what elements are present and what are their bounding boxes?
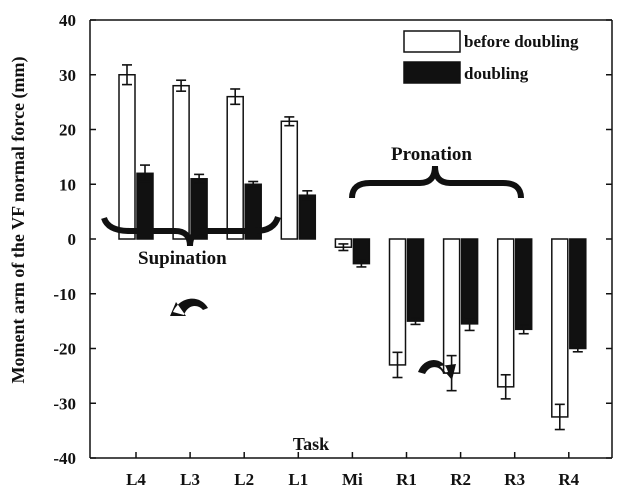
x-tick-label-l4: L4 [126,470,146,489]
y-tick-label: 20 [59,121,76,140]
annotations: Supination Pronation [101,144,524,380]
y-tick-label: 10 [59,175,76,194]
bar-before-doubling-r3 [496,238,515,388]
supination-rotation-arrow-icon [170,298,208,316]
bar-doubling-r1 [406,238,425,322]
pronation-label: Pronation [391,144,472,165]
x-tick-label-mi: Mi [342,470,363,489]
y-tick-label: -40 [53,449,76,468]
supination-label: Supination [138,248,227,269]
plot-area: 40 30 20 10 0 -10 -20 -30 -40 L4 L3 L2 L1 Mi R1 R2 R3 R4 [53,11,613,489]
y-tick-label: -10 [53,285,76,304]
legend-label-doubling: doubling [464,64,529,83]
bar-doubling-r4 [569,238,587,350]
y-tick-label: 30 [59,66,76,85]
x-tick-label-l3: L3 [180,470,200,489]
y-axis-title: Moment arm of the VF normal force (mm) [8,56,29,383]
bar-before-doubling-l1 [280,120,299,240]
y-tick-label: 0 [68,230,77,249]
bar-before-doubling-r1 [388,238,407,366]
bar-before-doubling-l4 [118,74,136,240]
x-axis-title: Task [293,434,329,454]
bar-doubling-r3 [514,238,533,331]
bar-doubling-l1 [298,194,317,240]
pronation-brace [349,165,524,199]
bar-before-doubling-r2 [442,238,461,374]
y-tick-label: 40 [59,11,76,30]
bar-before-doubling-l2 [226,95,244,240]
bar-doubling-r2 [460,238,479,325]
pronation-rotation-arrow-icon [418,360,456,380]
legend-swatch-before-doubling [403,30,461,53]
x-tick-label-r4: R4 [558,470,579,489]
y-tick-label: -20 [53,340,76,359]
y-tick-label: -30 [53,394,76,413]
bar-before-doubling-r4 [551,238,569,418]
x-tick-label-r1: R1 [396,470,417,489]
legend-label-before-doubling: before doubling [464,32,579,51]
legend-swatch-doubling [403,61,461,84]
x-tick-label-r2: R2 [450,470,471,489]
x-tick-label-l2: L2 [234,470,254,489]
supination-brace [101,215,281,247]
x-tick-label-r3: R3 [504,470,525,489]
x-tick-label-l1: L1 [288,470,308,489]
legend: before doubling doubling [403,30,579,84]
bar-before-doubling-l3 [172,84,190,240]
